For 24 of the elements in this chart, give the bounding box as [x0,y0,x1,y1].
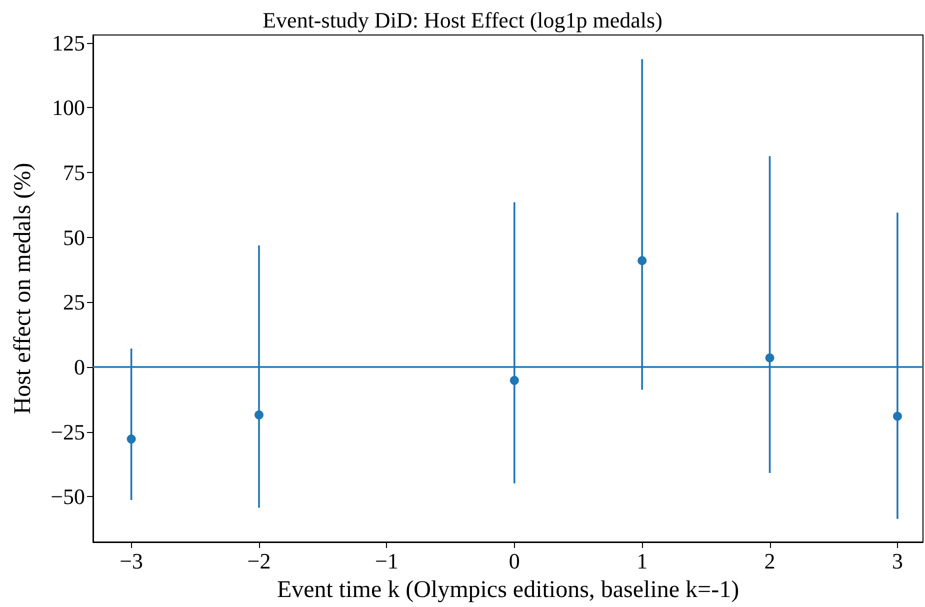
chart-title: Event-study DiD: Host Effect (log1p medals) [262,8,662,32]
y-tick-label: −25 [50,419,85,444]
y-axis-title: Host effect on medals (%) [10,162,36,414]
x-tick-label: 1 [636,548,648,574]
point [765,353,774,362]
x-tick-label: 0 [508,548,520,574]
point [254,410,264,420]
y-tick-label: 25 [63,290,85,315]
x-axis-title: Event time k (Olympics editions, baseline k=-1) [276,577,740,603]
y-tick-label: 0 [74,354,85,380]
y-tick-label: −50 [50,484,85,510]
x-tick-label: 2 [764,548,776,574]
y-tick-label: 50 [63,224,85,250]
point [892,412,902,421]
y-tick-label: 100 [52,95,85,120]
x-tick-label: 3 [892,548,903,574]
point [126,434,136,444]
y-tick-label: 75 [63,160,85,185]
x-tick-label: −2 [247,548,271,574]
point [638,256,647,266]
y-tick-label: 125 [52,30,85,56]
x-tick-label: −1 [374,548,398,574]
x-tick-label: −3 [120,548,144,574]
point [510,376,519,385]
